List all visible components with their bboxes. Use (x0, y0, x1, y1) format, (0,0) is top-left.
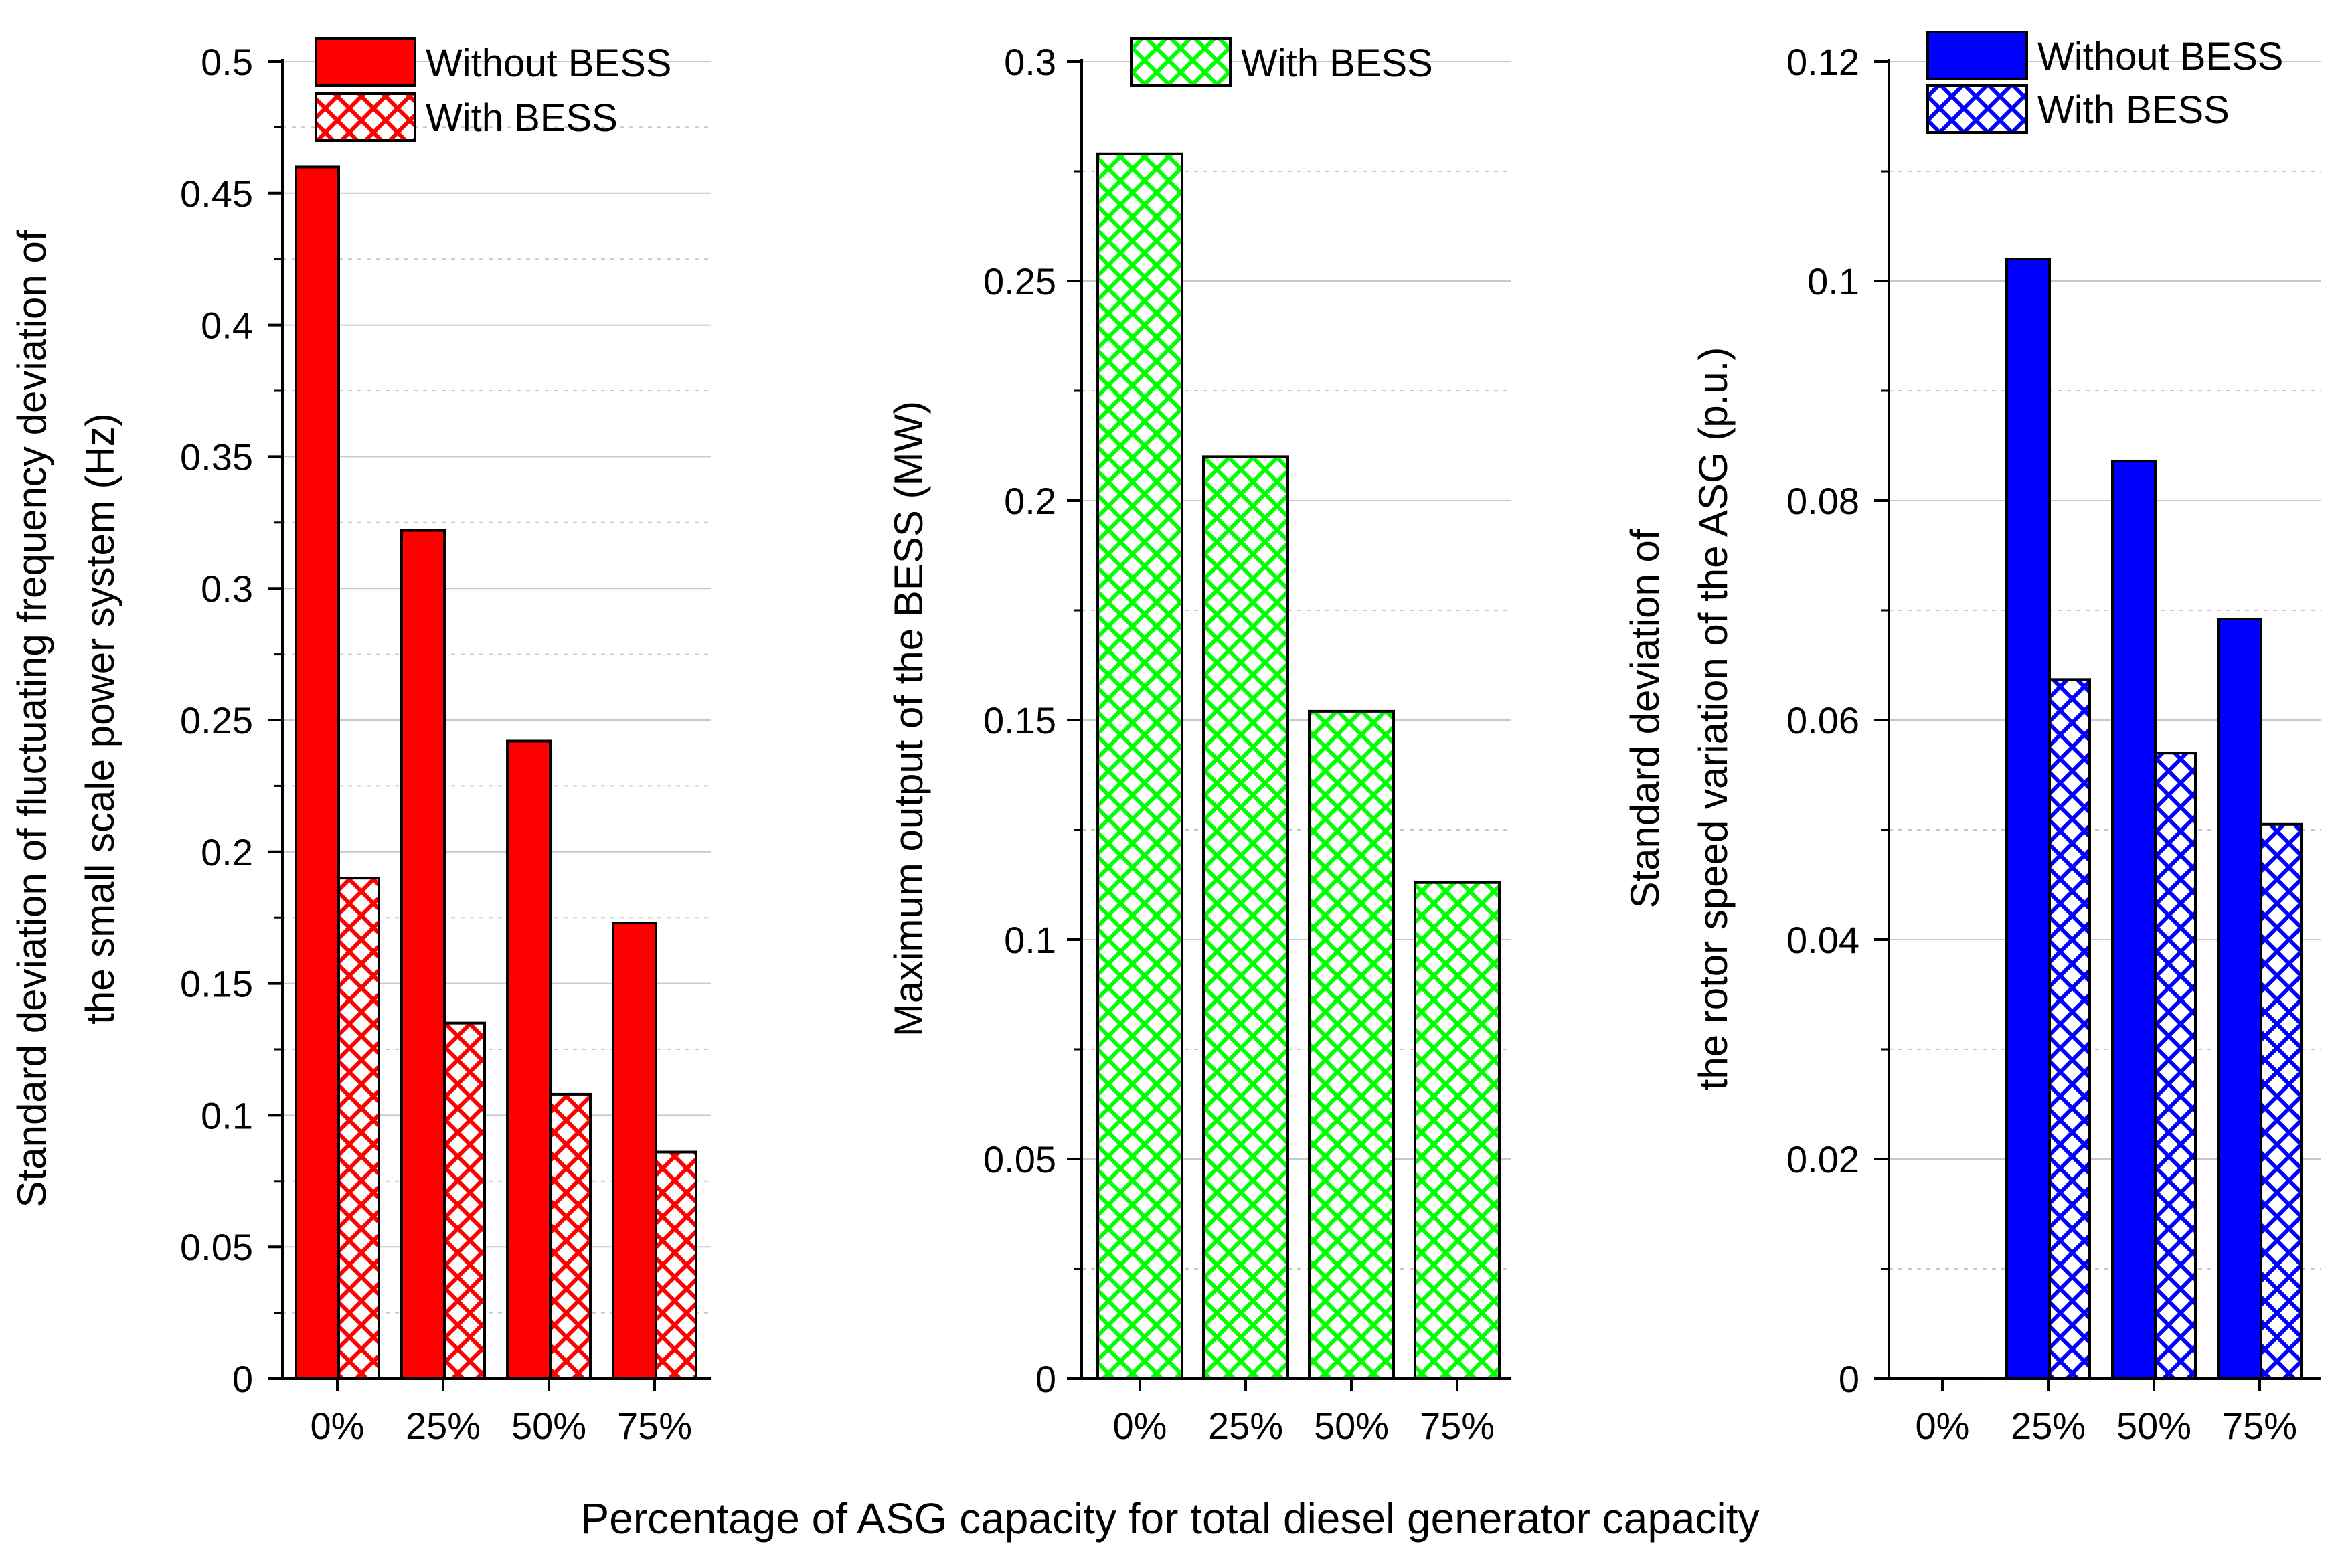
y-tick-label: 0.05 (983, 1138, 1056, 1181)
bar-with-bess-50 (549, 1092, 592, 1380)
bar-with-bess-75 (2260, 822, 2303, 1381)
y-tick-label: 0.3 (1004, 41, 1056, 83)
legend-label-without-bess: Without BESS (426, 41, 671, 85)
bar-with-bess-25 (2048, 678, 2091, 1381)
bar-with-bess-75 (1414, 881, 1501, 1380)
legend-swatch-with-bess (1926, 84, 2028, 134)
y-tick-label: 0 (1035, 1358, 1056, 1400)
y-tick-label: 0.15 (983, 699, 1056, 742)
x-tick-label: 25% (1208, 1405, 1283, 1447)
x-tick-label: 50% (2116, 1405, 2191, 1447)
x-tick-label: 0% (1113, 1405, 1167, 1447)
legend-swatch-with-bess (1130, 37, 1232, 87)
legend-label-without-bess: Without BESS (2037, 35, 2283, 78)
legend-label-with-bess: With BESS (2037, 88, 2230, 132)
x-tick-label: 0% (1916, 1405, 1970, 1447)
y-tick-label: 0 (1839, 1358, 1859, 1400)
y-tick-label: 0.05 (180, 1226, 253, 1268)
bar-with-bess-0 (337, 877, 380, 1381)
y-tick-label: 0.25 (180, 699, 253, 742)
y-tick-label: 0 (232, 1358, 253, 1400)
y-tick-label: 0.5 (201, 41, 253, 83)
x-tick-label: 50% (1314, 1405, 1389, 1447)
x-tick-label: 25% (2011, 1405, 2086, 1447)
bar-without-bess-50 (506, 739, 552, 1381)
x-tick-label: 75% (1420, 1405, 1495, 1447)
legend-label-with-bess: With BESS (426, 96, 618, 140)
bar-without-bess-25 (400, 529, 446, 1380)
y-tick-label: 0.06 (1786, 699, 1859, 742)
bar-with-bess-75 (655, 1150, 697, 1381)
x-tick-label: 75% (2222, 1405, 2297, 1447)
y-tick-label: 0.45 (180, 173, 253, 215)
legend: With BESS (1130, 37, 1433, 87)
y-tick-label: 0.25 (983, 260, 1056, 302)
y-axis-label: Maximum output of the BESS (MW) (886, 401, 931, 1037)
x-tick-label: 25% (406, 1405, 481, 1447)
y-tick-label: 0.2 (1004, 480, 1056, 522)
bar-with-bess-50 (1308, 709, 1395, 1380)
legend-swatch-without-bess (1926, 31, 2028, 80)
bar-without-bess-75 (2217, 618, 2262, 1380)
y-tick-label: 0.35 (180, 436, 253, 478)
y-axis-label: the small scale power system (Hz) (78, 413, 122, 1025)
y-tick-label: 0.3 (201, 568, 253, 610)
y-axis-label: Standard deviation of fluctuating freque… (9, 230, 54, 1207)
legend-swatch-with-bess (315, 92, 416, 142)
y-tick-label: 0.4 (201, 304, 253, 347)
bar-without-bess-75 (612, 922, 657, 1380)
panel-rotor-speed: 0 0.02 0.04 0.06 0.08 0.1 0.12 Standard deviati… (1622, 31, 2321, 1447)
y-axis-label: the rotor speed variation of the ASG (p.… (1691, 347, 1736, 1091)
bar-with-bess-50 (2154, 752, 2197, 1380)
y-axis-label: Standard deviation of (1622, 529, 1667, 908)
y-tick-label: 0.2 (201, 831, 253, 873)
legend: Without BESS With BESS (315, 37, 671, 142)
y-tick-label: 0.1 (201, 1094, 253, 1136)
x-tick-label: 50% (511, 1405, 586, 1447)
legend: Without BESS With BESS (1926, 31, 2283, 134)
x-tick-label: 0% (311, 1405, 365, 1447)
bar-without-bess-25 (2005, 258, 2051, 1381)
y-tick-label: 0.04 (1786, 919, 1859, 961)
panel-frequency-deviation: 0 0.05 0.1 0.15 0.2 0.25 0.3 0.35 0.4 0.45 0.5 Stan… (9, 37, 711, 1447)
y-tick-label: 0.08 (1786, 480, 1859, 522)
legend-swatch-without-bess (315, 37, 416, 87)
y-tick-label: 0.1 (1807, 260, 1859, 302)
shared-x-axis-label: Percentage of ASG capacity for total die… (580, 1494, 1760, 1543)
bar-with-bess-25 (1202, 455, 1289, 1380)
x-tick-label: 75% (617, 1405, 692, 1447)
y-tick-label: 0.02 (1786, 1138, 1859, 1181)
bar-without-bess-50 (2111, 459, 2157, 1381)
y-tick-label: 0.1 (1004, 919, 1056, 961)
legend-label-with-bess: With BESS (1241, 41, 1433, 85)
panel-bess-output: 0 0.05 0.1 0.15 0.2 0.25 0.3 Maximum output of … (886, 37, 1511, 1447)
bar-without-bess-0 (295, 165, 340, 1381)
y-tick-label: 0.12 (1786, 41, 1859, 83)
y-tick-label: 0.15 (180, 963, 253, 1005)
bar-with-bess-0 (1096, 152, 1183, 1380)
bar-with-bess-25 (443, 1021, 486, 1380)
